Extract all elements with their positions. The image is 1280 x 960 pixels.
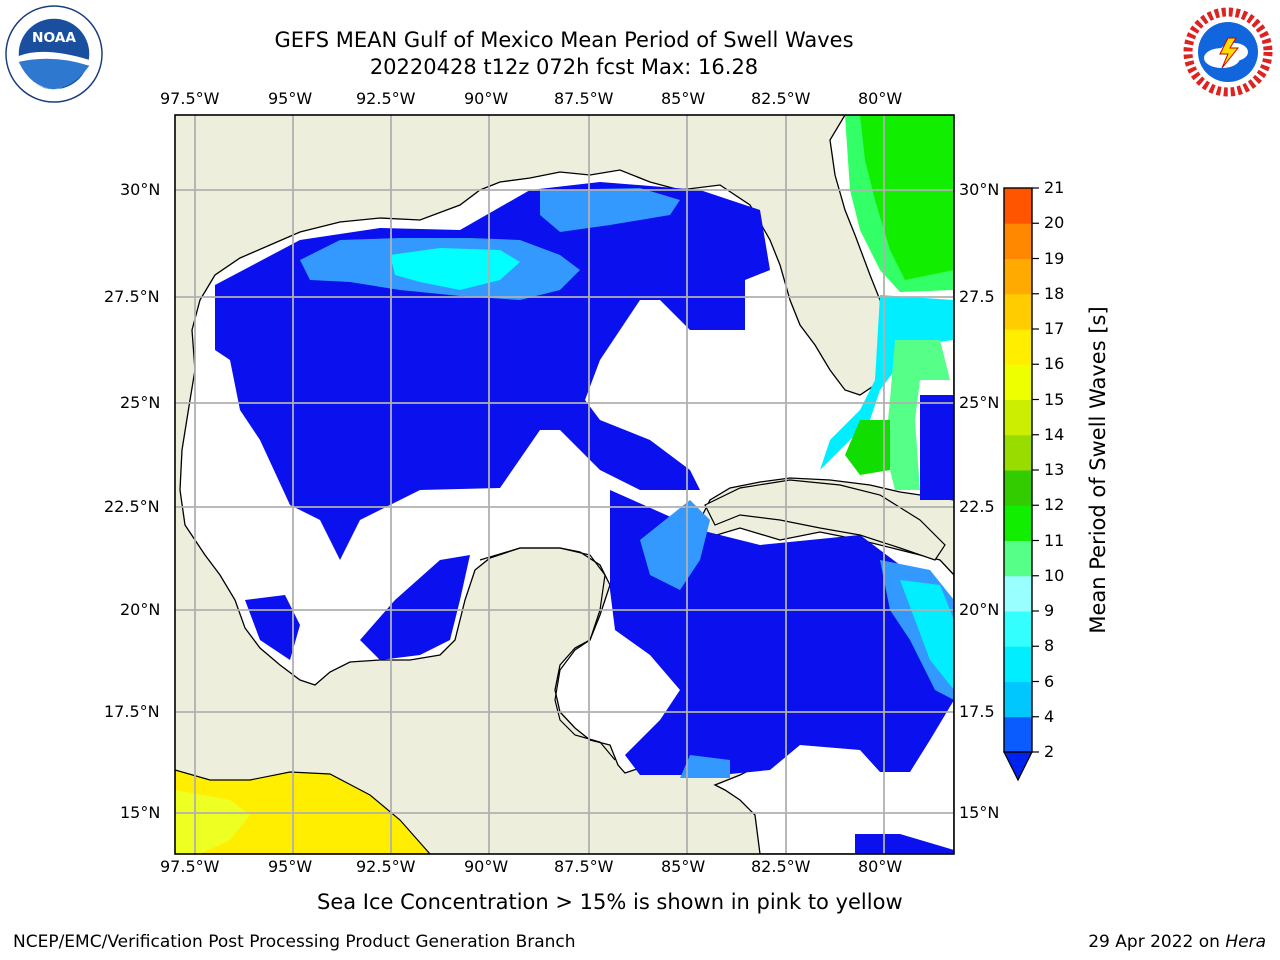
colorbar-tick-label: 19 [1044,248,1065,268]
footer-branch: NCEP/EMC/Verification Post Processing Pr… [13,932,576,952]
lon-label-top: 92.5°W [356,89,416,108]
colorbar-segment [1004,258,1032,295]
colorbar-segment [1004,716,1032,753]
lon-label-bottom: 82.5°W [751,857,811,876]
colorbar-tick-label: 15 [1044,389,1065,409]
colorbar-tick-label: 18 [1044,283,1065,303]
colorbar-segment [1004,293,1032,330]
lat-label-left: 17.5°N [104,702,160,721]
colorbar-segment [1004,223,1032,259]
lon-label-bottom: 95°W [268,857,313,876]
colorbar-tick-label: 4 [1044,706,1055,726]
map-frame [174,114,955,855]
lon-label-top: 95°W [268,89,313,108]
lon-label-top: 80°W [858,89,903,108]
colorbar [1004,188,1032,753]
colorbar-tick-label: 9 [1044,601,1055,620]
lat-label-right: 22.5 [959,497,995,516]
colorbar-tick-label: 2 [1044,742,1055,761]
colorbar-segment [1004,575,1032,612]
colorbar-tick-label: 14 [1044,424,1065,444]
pacific-high-period-region [175,769,431,854]
lon-label-bottom: 97.5°W [160,857,220,876]
lon-label-top: 90°W [464,89,509,108]
lat-label-left: 30°N [120,180,161,199]
graticule [175,115,954,854]
lat-label-left: 15°N [120,803,161,822]
noaa-logo: NOAA [5,5,103,103]
map-subtitle: 20220428 t12z 072h fcst Max: 16.28 [369,55,759,79]
lat-label-right: 20°N [959,600,1000,619]
lat-label-right: 27.5 [959,287,995,306]
colorbar-segment [1004,364,1032,400]
map-title: GEFS MEAN Gulf of Mexico Mean Period of … [274,28,854,52]
colorbar-tick-label: 8 [1044,636,1055,656]
lat-label-left: 25°N [120,393,161,412]
colorbar-extend-arrow [1003,751,1033,782]
footer-machine: Hera [1225,932,1266,952]
colorbar-segment [1004,470,1032,506]
lat-label-right: 15°N [959,803,1000,822]
colorbar-tick-label: 6 [1044,671,1055,691]
lon-label-top: 85°W [661,89,706,108]
colorbar-segment [1004,681,1032,718]
lon-label-top: 97.5°W [160,89,220,108]
colorbar-segment [1004,188,1032,224]
lon-label-bottom: 87.5°W [554,857,614,876]
yucatan-outline [479,547,616,761]
colorbar-segment [1004,646,1032,682]
cuba-island [704,479,946,561]
colorbar-segment [1004,540,1032,577]
lon-label-bottom: 92.5°W [356,857,416,876]
colorbar-tick-label: 20 [1044,213,1065,233]
lon-label-bottom: 80°W [858,857,903,876]
lat-label-left: 20°N [120,600,161,619]
colorbar-tick-label: 12 [1044,495,1065,515]
colorbar-segment [1004,434,1032,471]
pacific-region-shade [175,790,250,854]
nws-logo [1180,4,1276,100]
colorbar-tick-label: 21 [1044,178,1065,197]
colorbar-segment [1004,505,1032,541]
sea-ice-note: Sea Ice Concentration > 15% is shown in … [317,890,903,914]
colorbar-tick-label: 13 [1044,460,1065,479]
lat-label-left: 27.5°N [104,287,160,306]
lat-label-right: 25°N [959,393,1000,412]
swell-field [215,115,954,854]
footer-date: 29 Apr 2022 on Hera [1088,932,1266,952]
lat-label-right: 17.5 [959,702,995,721]
lon-label-top: 82.5°W [751,89,811,108]
lon-label-bottom: 90°W [464,857,509,876]
colorbar-tick-label: 11 [1044,530,1065,550]
colorbar-tick-label: 16 [1044,354,1065,374]
colorbar-segment [1004,399,1032,436]
colorbar-tick-label: 17 [1044,319,1065,338]
colorbar-segment [1004,329,1032,365]
footer-date-text: 29 Apr 2022 on [1088,932,1226,952]
lon-label-bottom: 85°W [661,857,706,876]
lon-label-top: 87.5°W [554,89,614,108]
colorbar-tick-label: 10 [1044,565,1065,585]
colorbar-ticks [1032,187,1039,753]
colorbar-label: Mean Period of Swell Waves [s] [1086,306,1110,634]
lat-label-right: 30°N [959,180,1000,199]
colorbar-segment [1004,611,1032,647]
svg-text:NOAA: NOAA [32,30,76,46]
lat-label-left: 22.5°N [104,497,160,516]
